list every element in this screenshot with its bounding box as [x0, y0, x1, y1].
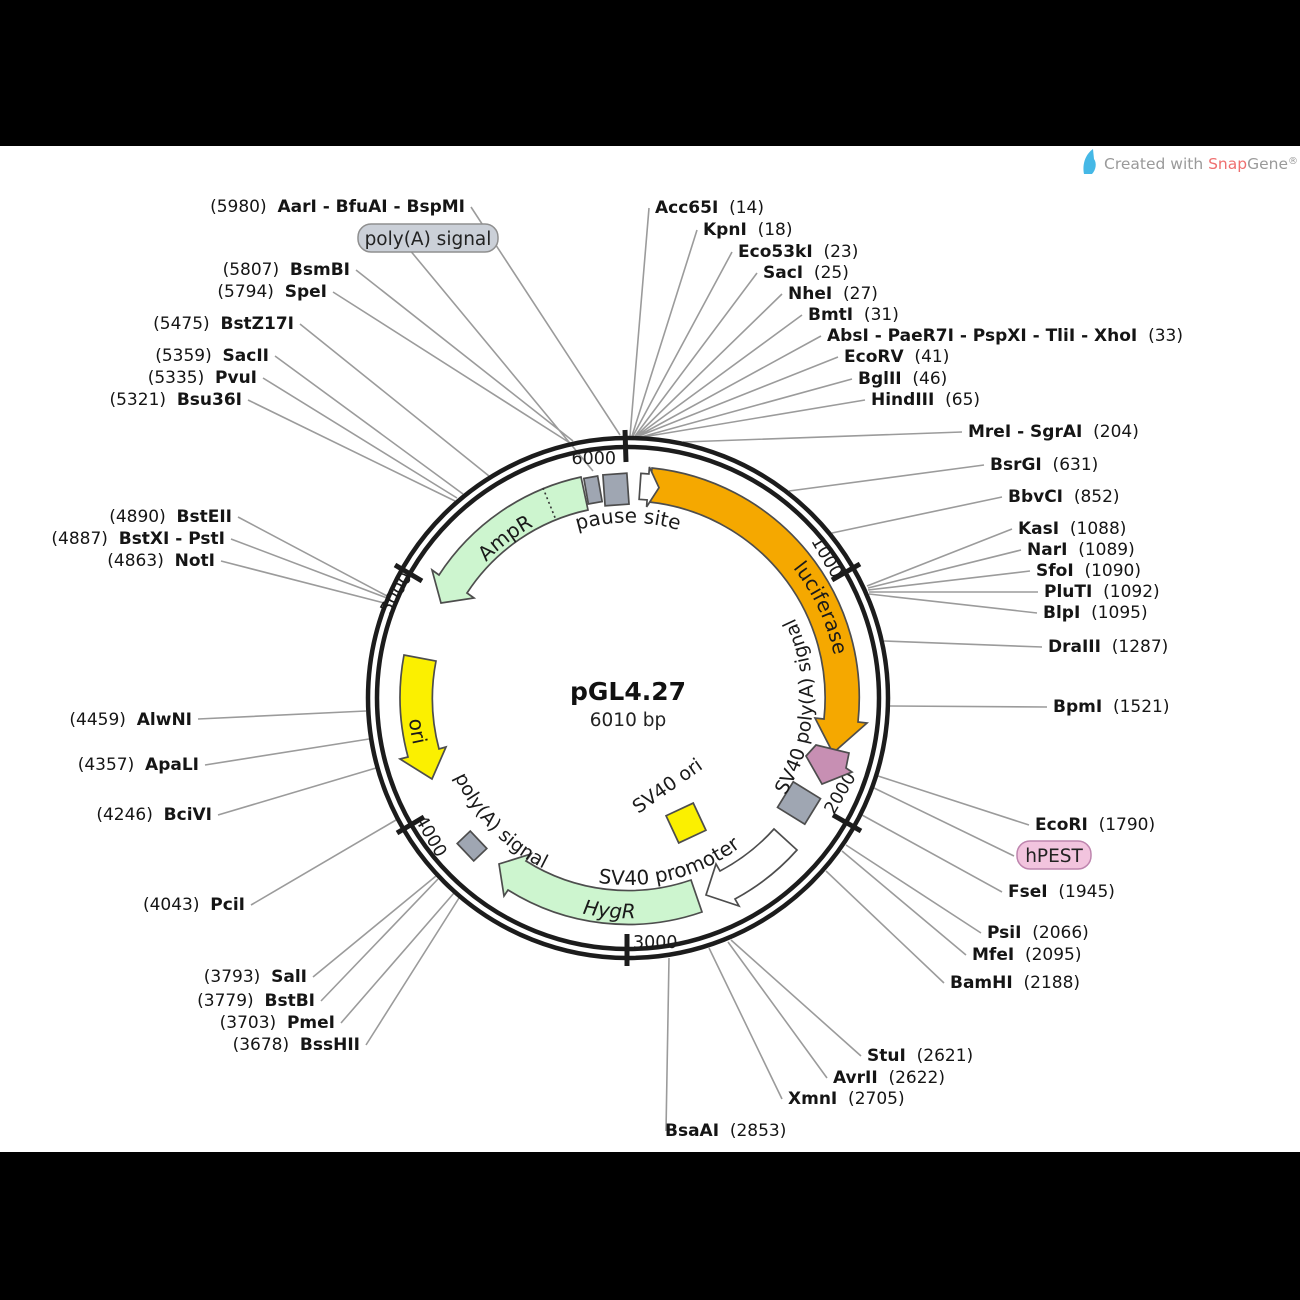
polya-signal-pill: poly(A) signal [357, 223, 499, 253]
site-label: PluTI (1092) [1044, 582, 1160, 602]
site-label: (4887) BstXI - PstI [51, 529, 225, 549]
site-label: XmnI (2705) [788, 1089, 905, 1109]
site-label: (5321) Bsu36I [109, 390, 242, 410]
feature-sv40-promoter-arrow [704, 827, 799, 908]
tick-label-6000: 6000 [571, 449, 616, 469]
site-label: BsaAI (2853) [665, 1121, 786, 1141]
hpest-pill-label: hPEST [1025, 846, 1083, 867]
site-label: AvrII (2622) [833, 1068, 945, 1088]
site-label: BsrGI (631) [990, 455, 1098, 475]
site-label: EcoRI (1790) [1035, 815, 1155, 835]
feature-pause-site-box-2 [602, 472, 630, 507]
feature-polya-signal-box [456, 829, 488, 863]
feature-ampr-arrow [430, 475, 590, 604]
site-label: (5807) BsmBI [223, 260, 350, 280]
site-label: Acc65I (14) [655, 198, 764, 218]
feature-sv40-polya-box [776, 780, 822, 826]
site-label: FseI (1945) [1008, 882, 1115, 902]
site-label: (4246) BciVI [96, 805, 212, 825]
site-label: HindIII (65) [871, 390, 980, 410]
page-background [0, 146, 1300, 1152]
feature-pause-site-box-1 [582, 474, 604, 506]
feature-hygr-arrow [498, 852, 704, 926]
site-label: SfoI (1090) [1036, 561, 1141, 581]
ori-label: ori [404, 717, 432, 746]
hygr-label: HygR [581, 895, 635, 923]
site-label: KasI (1088) [1018, 519, 1126, 539]
site-label: (5980) AarI - BfuAI - BspMI [210, 197, 465, 217]
site-label: (4459) AlwNI [69, 710, 192, 730]
feature-sv40-ori-box [664, 801, 708, 845]
site-label: BglII (46) [858, 369, 947, 389]
feature-hpest-arrow [804, 744, 854, 786]
site-label: MfeI (2095) [972, 945, 1082, 965]
hpest-pill: hPEST [1016, 840, 1092, 870]
site-labels-right: Acc65I (14) KpnI (18) Eco53kI (23) SacI … [655, 198, 1183, 1141]
site-label: (4863) NotI [107, 551, 215, 571]
tick-marks [393, 429, 863, 966]
hpest-pill-bg [1016, 840, 1092, 870]
site-label: (3793) SalI [204, 967, 307, 987]
site-label: AbsI - PaeR7I - PspXI - TliI - XhoI (33) [827, 326, 1183, 346]
site-label: StuI (2621) [867, 1046, 973, 1066]
polya-pill-bg [357, 223, 499, 253]
tick-label-3000: 3000 [633, 933, 678, 953]
site-label: MreI - SgrAI (204) [968, 422, 1139, 442]
svg-text:HygR: HygR [581, 895, 635, 923]
feature-ori-arrow [397, 654, 448, 781]
site-label: BmtI (31) [808, 305, 899, 325]
site-label: (3779) BstBI [197, 991, 315, 1011]
site-label: (5475) BstZ17I [153, 314, 294, 334]
site-label: DraIII (1287) [1048, 637, 1168, 657]
ampr-signal-boundary-dotted-line [542, 487, 557, 521]
snapgene-logo-icon [1083, 149, 1096, 174]
snapgene-watermark: Created with SnapGene® [1083, 149, 1298, 174]
site-label: Eco53kI (23) [738, 242, 858, 262]
site-label: BpmI (1521) [1053, 697, 1170, 717]
polya-pill-label: poly(A) signal [365, 229, 492, 250]
site-label: (4890) BstEII [109, 507, 232, 527]
site-label: BlpI (1095) [1043, 603, 1148, 623]
site-label: (4357) ApaLI [78, 755, 199, 775]
site-label: (3678) BssHII [233, 1035, 360, 1055]
site-label: BbvCI (852) [1008, 487, 1120, 507]
svg-text:ori: ori [404, 717, 432, 746]
site-label: NheI (27) [788, 284, 878, 304]
site-label: (5794) SpeI [217, 282, 327, 302]
watermark-text: Created with SnapGene® [1104, 155, 1298, 173]
callout-lines [197, 206, 1048, 1132]
site-label: (3703) PmeI [220, 1013, 335, 1033]
site-label: (4043) PciI [143, 895, 245, 915]
site-label: KpnI (18) [703, 220, 793, 240]
site-labels-left: (5980) AarI - BfuAI - BspMI (5807) BsmBI… [51, 197, 465, 1055]
plasmid-name: pGL4.27 [570, 677, 686, 706]
plasmid-size: 6010 bp [590, 710, 666, 731]
site-label: PsiI (2066) [987, 923, 1089, 943]
site-label: NarI (1089) [1027, 540, 1135, 560]
site-label: (5335) PvuI [148, 368, 257, 388]
feature-minp-arrow [638, 466, 660, 508]
site-label: EcoRV (41) [844, 347, 949, 367]
site-label: SacI (25) [763, 263, 849, 283]
site-label: (5359) SacII [155, 346, 269, 366]
feature-luciferase [648, 467, 870, 755]
site-label: BamHI (2188) [950, 973, 1080, 993]
